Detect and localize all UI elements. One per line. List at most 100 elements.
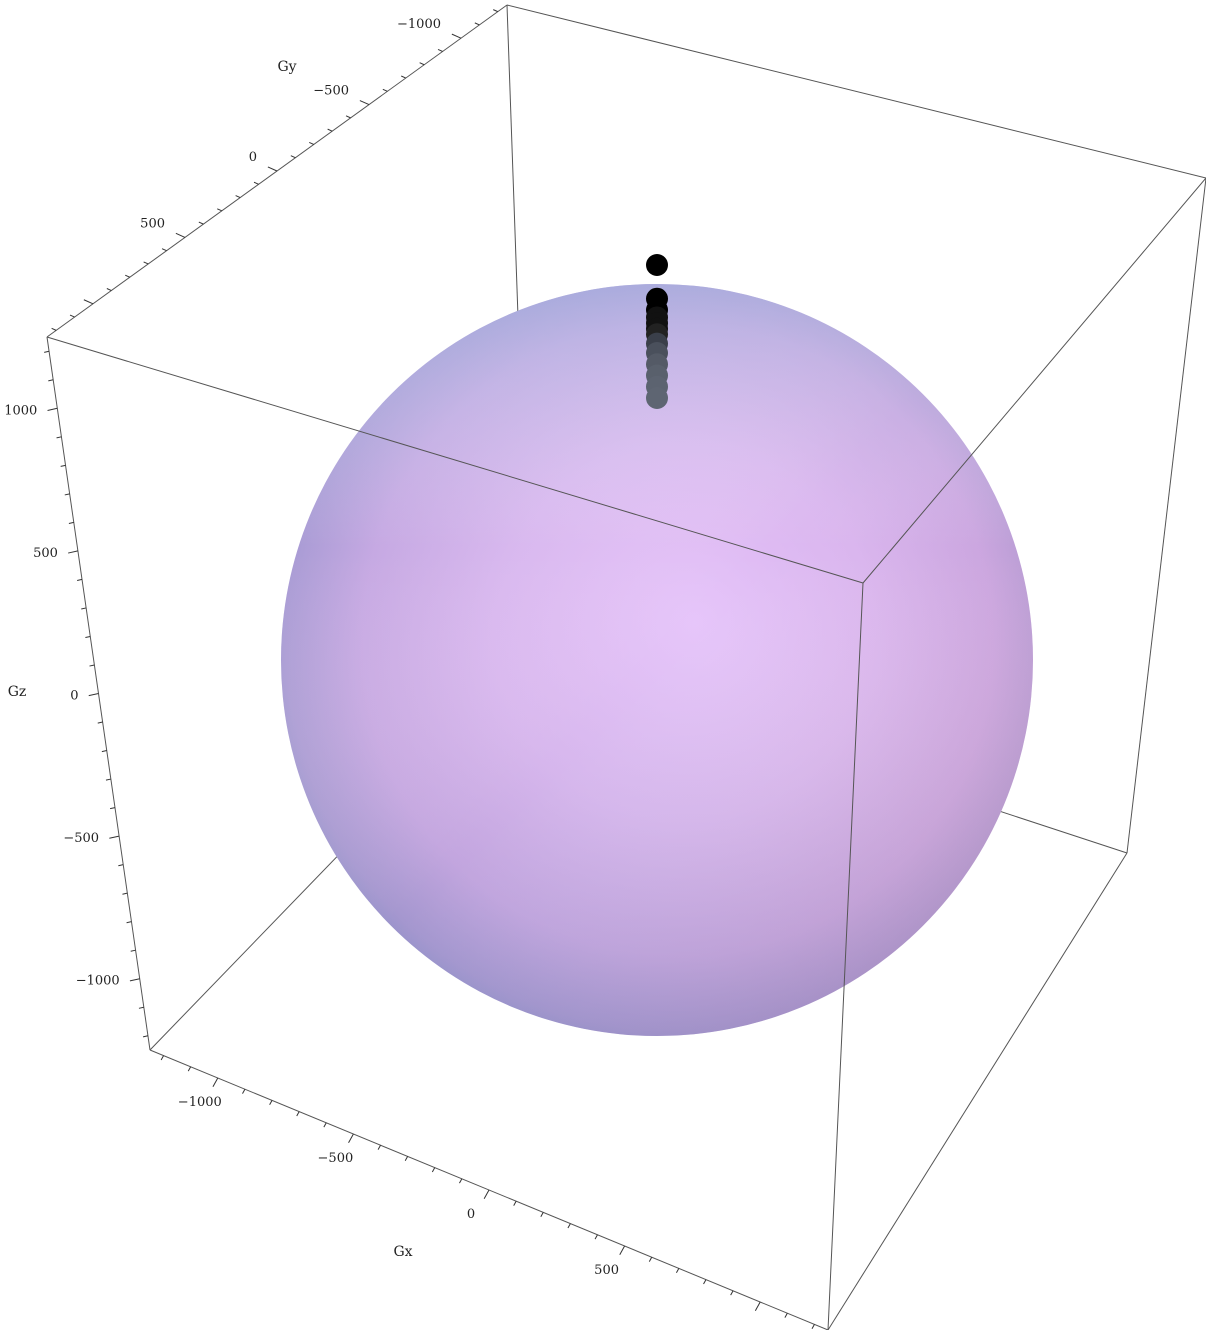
y-axis-tick <box>253 181 259 185</box>
y-axis-tick-label: 500 <box>140 216 165 231</box>
box-edge <box>1126 177 1206 854</box>
x-axis-tick-label: 500 <box>594 1263 619 1278</box>
z-axis-tick <box>101 750 107 753</box>
box-edge <box>827 852 1128 1330</box>
x-axis-tick <box>594 1234 598 1240</box>
z-axis-tick <box>68 521 74 524</box>
y-axis-tick <box>143 261 149 265</box>
z-axis-tick <box>64 493 70 496</box>
z-axis-tick <box>130 949 136 952</box>
z-axis-tick <box>89 664 95 667</box>
z-axis-tick <box>97 721 103 724</box>
sphere-shading <box>281 284 1033 1036</box>
x-axis-tick <box>703 1279 707 1285</box>
x-axis-tick <box>754 1301 761 1311</box>
y-axis-tick <box>161 248 167 252</box>
x-axis-tick <box>675 1268 680 1274</box>
x-axis-tick <box>811 1324 815 1330</box>
z-axis-tick <box>48 379 54 382</box>
x-axis-tick <box>269 1100 273 1106</box>
y-axis-tick <box>290 155 296 159</box>
x-axis-tick <box>483 1189 490 1199</box>
box-edge <box>506 4 1206 179</box>
x-axis-tick <box>160 1055 164 1061</box>
x-axis-tick <box>348 1133 354 1143</box>
z-axis-tick-label: 0 <box>70 689 78 704</box>
bounding-box-front-edges <box>46 4 1206 1330</box>
y-axis-tick-label: −500 <box>313 84 349 99</box>
z-axis-tick <box>138 1006 144 1009</box>
z-axis-tick-label: 1000 <box>4 403 37 418</box>
z-axis-tick <box>126 921 132 924</box>
y-axis-tick <box>345 115 351 119</box>
z-axis-tick <box>109 807 116 810</box>
x-axis-tick <box>187 1066 192 1072</box>
x-axis-tick <box>377 1144 381 1150</box>
x-axis-tick <box>730 1290 734 1296</box>
z-axis-tick <box>105 778 111 781</box>
x-axis-tick <box>212 1077 219 1087</box>
y-axis-tick <box>51 327 57 331</box>
z-axis-tick <box>44 350 50 353</box>
x-axis-tick-label: 0 <box>467 1207 475 1222</box>
z-axis-tick-label: −500 <box>63 831 99 846</box>
y-axis-tick <box>198 221 204 225</box>
y-axis-tick <box>401 75 407 79</box>
y-axis-tick <box>309 141 315 145</box>
x-axis-tick <box>296 1111 300 1117</box>
z-axis-tick <box>118 864 124 867</box>
y-axis-tick-label: −1000 <box>397 17 441 32</box>
y-axis-tick <box>437 48 443 52</box>
x-axis-tick <box>242 1088 246 1094</box>
x-axis-tick <box>459 1178 463 1184</box>
y-axis-label: Gy <box>277 59 296 75</box>
x-axis-tick <box>784 1312 788 1318</box>
y-axis-tick <box>327 128 333 132</box>
sphere <box>281 284 1033 1036</box>
y-axis-tick-label: 0 <box>249 150 257 165</box>
y-axis-tick <box>217 208 223 212</box>
z-axis-tick-label: −1000 <box>76 974 120 989</box>
z-axis-tick <box>60 464 66 467</box>
y-axis-tick <box>125 274 131 278</box>
x-axis-tick <box>648 1256 653 1262</box>
y-axis-tick <box>175 232 186 238</box>
box-edge <box>46 336 864 584</box>
y-axis-tick <box>106 288 112 291</box>
z-axis-tick <box>77 578 83 581</box>
y-axis-tick <box>267 166 278 172</box>
z-axis-tick <box>68 550 79 554</box>
x-axis-tick <box>619 1245 626 1255</box>
z-axis-tick-label: 500 <box>33 546 58 561</box>
y-axis-tick <box>69 314 75 318</box>
x-axis-tick <box>513 1200 517 1206</box>
z-axis-tick <box>85 635 91 639</box>
z-axis-label: Gz <box>8 684 27 700</box>
y-axis-tick <box>493 9 499 13</box>
y-axis-tick <box>83 299 94 305</box>
y-axis-tick <box>235 195 241 199</box>
y-axis-tick <box>419 62 425 66</box>
x-axis-tick-label: −500 <box>318 1151 354 1166</box>
x-axis-tick <box>404 1156 409 1162</box>
x-axis-tick-label: −1000 <box>178 1095 222 1110</box>
x-axis-tick <box>431 1167 436 1173</box>
y-axis-tick <box>359 100 370 106</box>
z-axis-tick <box>129 978 140 982</box>
x-axis-label: Gx <box>393 1244 412 1260</box>
data-point <box>646 254 668 276</box>
data-points <box>646 254 668 409</box>
z-axis-tick <box>142 1035 149 1038</box>
box-edge <box>827 582 864 1330</box>
x-axis-tick <box>567 1223 571 1229</box>
axis-ticks: −1000 −500 0 500 −1000 −500 0 500 −1000 −500 0 500 1… <box>4 9 815 1330</box>
z-axis-tick <box>47 407 58 411</box>
y-axis-tick <box>474 22 480 26</box>
z-axis-tick <box>81 607 87 610</box>
z-axis-tick <box>56 436 62 439</box>
box-edge <box>862 177 1206 584</box>
z-axis-tick <box>88 693 99 697</box>
x-axis-tick <box>323 1122 327 1128</box>
y-axis-tick <box>451 33 462 39</box>
